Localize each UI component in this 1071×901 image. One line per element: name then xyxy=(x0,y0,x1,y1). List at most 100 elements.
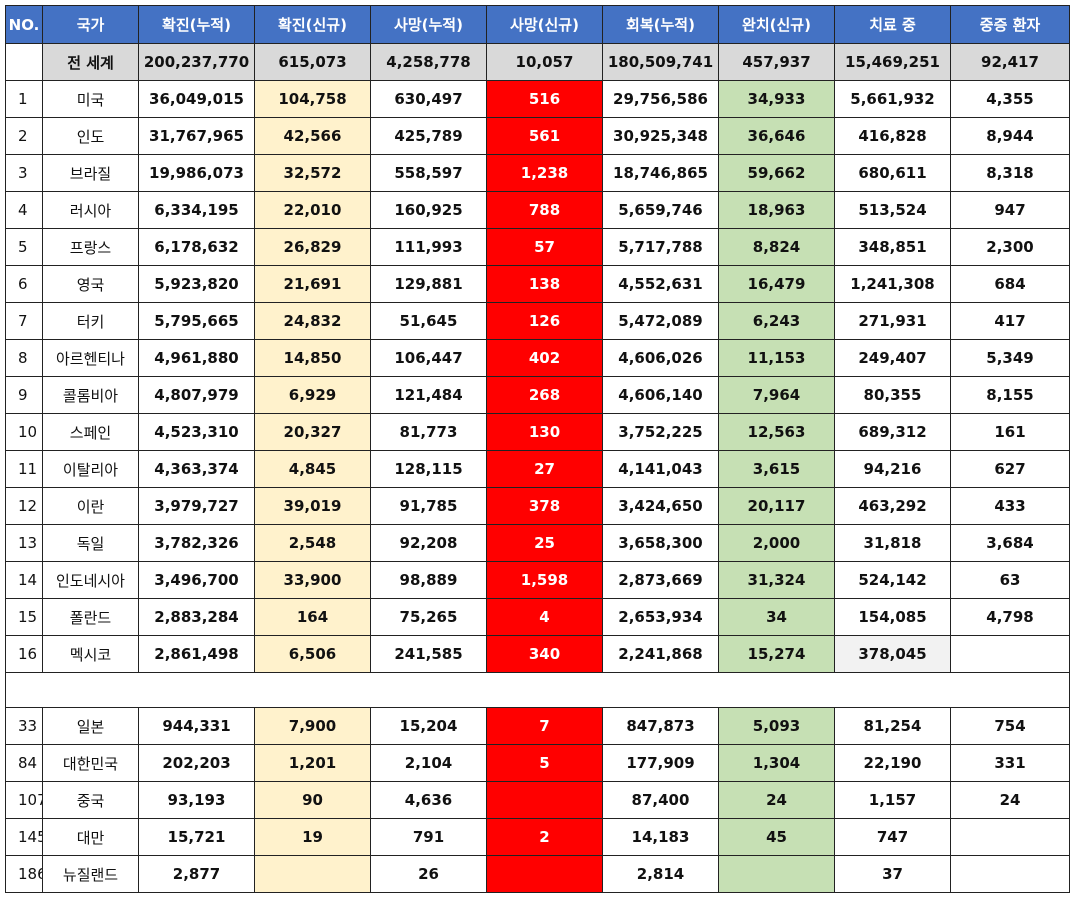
row-serious xyxy=(950,635,1070,673)
row-no: 7 xyxy=(5,302,43,340)
row-deaths-total: 81,773 xyxy=(370,413,487,451)
header-no: NO. xyxy=(5,5,43,44)
world-recovered-total: 180,509,741 xyxy=(602,43,719,81)
row-cases-total: 3,979,727 xyxy=(138,487,255,525)
table-row: 186뉴질랜드2,877 26 2,814 37 xyxy=(5,855,1070,893)
row-serious xyxy=(950,855,1070,893)
header-cases-total: 확진(누적) xyxy=(138,5,255,44)
table-row: 16 멕시코 2,861,498 6,506 241,585 340 2,241,868 15… xyxy=(5,635,1070,673)
row-recovered-total: 4,552,631 xyxy=(602,265,719,303)
row-deaths-new: 1,598 xyxy=(486,561,603,599)
row-cases-total: 4,363,374 xyxy=(138,450,255,488)
row-deaths-total: 2,104 xyxy=(370,744,487,782)
row-cases-new: 7,900 xyxy=(254,707,371,745)
row-cases-new: 20,327 xyxy=(254,413,371,451)
row-cases-new: 33,900 xyxy=(254,561,371,599)
row-cases-new: 104,758 xyxy=(254,80,371,118)
row-cases-new: 14,850 xyxy=(254,339,371,377)
row-recovered-total: 30,925,348 xyxy=(602,117,719,155)
row-cases-total: 36,049,015 xyxy=(138,80,255,118)
row-cases-total: 5,795,665 xyxy=(138,302,255,340)
table-row: 4 러시아 6,334,195 22,010 160,925 788 5,659,746 18… xyxy=(5,191,1070,229)
row-no: 9 xyxy=(5,376,43,414)
row-cases-new: 6,929 xyxy=(254,376,371,414)
row-serious: 8,155 xyxy=(950,376,1070,414)
row-deaths-total: 75,265 xyxy=(370,598,487,636)
row-no: 10 xyxy=(5,413,43,451)
row-recovered-total: 4,606,026 xyxy=(602,339,719,377)
row-country: 폴란드 xyxy=(42,598,139,636)
header-active: 치료 중 xyxy=(834,5,951,44)
row-cases-total: 4,961,880 xyxy=(138,339,255,377)
row-deaths-total: 558,597 xyxy=(370,154,487,192)
row-active: 22,190 xyxy=(834,744,951,782)
covid-stats-table: NO. 국가 확진(누적) 확진(신규) 사망(누적) 사망(신규) 회복(누적… xyxy=(5,5,1070,893)
row-serious: 5,349 xyxy=(950,339,1070,377)
row-country: 러시아 xyxy=(42,191,139,229)
row-active: 80,355 xyxy=(834,376,951,414)
header-country: 국가 xyxy=(42,5,139,44)
table-row: 10 스페인 4,523,310 20,327 81,773 130 3,752,225 12… xyxy=(5,413,1070,451)
row-serious: 4,798 xyxy=(950,598,1070,636)
row-serious: 3,684 xyxy=(950,524,1070,562)
row-cases-new: 39,019 xyxy=(254,487,371,525)
row-deaths-total: 128,115 xyxy=(370,450,487,488)
row-cases-total: 6,334,195 xyxy=(138,191,255,229)
row-deaths-total: 425,789 xyxy=(370,117,487,155)
row-no: 12 xyxy=(5,487,43,525)
row-recovered-total: 87,400 xyxy=(602,781,719,819)
row-active: 513,524 xyxy=(834,191,951,229)
row-deaths-new: 1,238 xyxy=(486,154,603,192)
row-recovered-new: 36,646 xyxy=(718,117,835,155)
table-row: 84 대한민국 202,203 1,201 2,104 5 177,909 1,304 22,1… xyxy=(5,744,1070,782)
row-country: 이탈리아 xyxy=(42,450,139,488)
row-serious: 2,300 xyxy=(950,228,1070,266)
row-recovered-total: 29,756,586 xyxy=(602,80,719,118)
row-country: 미국 xyxy=(42,80,139,118)
row-cases-new: 26,829 xyxy=(254,228,371,266)
row-recovered-new: 3,615 xyxy=(718,450,835,488)
row-serious: 684 xyxy=(950,265,1070,303)
row-country: 독일 xyxy=(42,524,139,562)
row-recovered-new: 34 xyxy=(718,598,835,636)
row-recovered-new xyxy=(718,855,835,893)
row-active: 524,142 xyxy=(834,561,951,599)
table-row: 7 터키 5,795,665 24,832 51,645 126 5,472,089 6,24… xyxy=(5,302,1070,340)
row-cases-new: 32,572 xyxy=(254,154,371,192)
row-deaths-new: 788 xyxy=(486,191,603,229)
row-serious: 627 xyxy=(950,450,1070,488)
row-recovered-new: 16,479 xyxy=(718,265,835,303)
row-recovered-new: 8,824 xyxy=(718,228,835,266)
row-country: 콜롬비아 xyxy=(42,376,139,414)
row-cases-total: 3,782,326 xyxy=(138,524,255,562)
row-recovered-total: 14,183 xyxy=(602,818,719,856)
table-row: 15 폴란드 2,883,284 164 75,265 4 2,653,934 34 154,0… xyxy=(5,598,1070,636)
row-cases-total: 4,523,310 xyxy=(138,413,255,451)
row-deaths-total: 106,447 xyxy=(370,339,487,377)
table-gap-row xyxy=(5,672,1070,708)
table-row: 6 영국 5,923,820 21,691 129,881 138 4,552,631 16,… xyxy=(5,265,1070,303)
row-recovered-total: 2,873,669 xyxy=(602,561,719,599)
row-no: 186 xyxy=(5,855,43,893)
row-deaths-new: 378 xyxy=(486,487,603,525)
row-recovered-total: 2,653,934 xyxy=(602,598,719,636)
row-deaths-new: 57 xyxy=(486,228,603,266)
row-no: 16 xyxy=(5,635,43,673)
header-recovered-new: 완치(신규) xyxy=(718,5,835,44)
row-recovered-total: 4,141,043 xyxy=(602,450,719,488)
world-cases-new: 615,073 xyxy=(254,43,371,81)
row-active: 249,407 xyxy=(834,339,951,377)
row-no: 13 xyxy=(5,524,43,562)
row-cases-total: 3,496,700 xyxy=(138,561,255,599)
table-row: 14 인도네시아 3,496,700 33,900 98,889 1,598 2,873,6… xyxy=(5,561,1070,599)
row-recovered-new: 11,153 xyxy=(718,339,835,377)
row-serious: 8,318 xyxy=(950,154,1070,192)
row-recovered-total: 5,472,089 xyxy=(602,302,719,340)
row-recovered-new: 31,324 xyxy=(718,561,835,599)
row-recovered-total: 3,424,650 xyxy=(602,487,719,525)
row-cases-total: 2,883,284 xyxy=(138,598,255,636)
row-cases-total: 4,807,979 xyxy=(138,376,255,414)
row-country: 인도 xyxy=(42,117,139,155)
header-deaths-new: 사망(신규) xyxy=(486,5,603,44)
row-deaths-total: 241,585 xyxy=(370,635,487,673)
